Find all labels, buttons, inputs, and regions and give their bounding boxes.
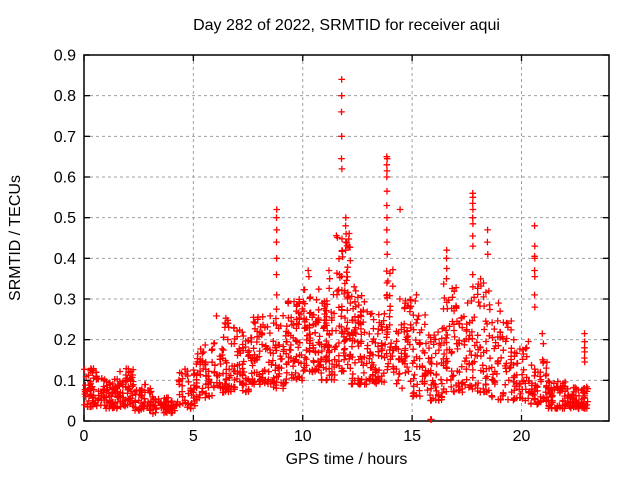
x-tick-label: 20 (513, 428, 531, 445)
y-tick-label: 0.5 (54, 210, 76, 227)
gridlines (84, 55, 609, 421)
y-tick-label: 0.2 (54, 332, 76, 349)
y-tick-labels: 0 0.1 0.2 0.3 0.4 0.5 0.6 0.7 0.8 0.9 (54, 48, 76, 431)
plot-border-rect (83, 54, 610, 422)
x-tick-label: 5 (189, 428, 198, 445)
chart-title: Day 282 of 2022, SRMTID for receiver aqu… (193, 17, 500, 34)
data-points (81, 76, 591, 423)
x-axis-label: GPS time / hours (285, 451, 408, 468)
x-tick-label: 10 (294, 428, 312, 445)
x-tick-label: 0 (80, 428, 89, 445)
y-tick-label: 0.3 (54, 292, 76, 309)
y-tick-label: 0.1 (54, 373, 76, 390)
x-tick-label: 15 (403, 428, 421, 445)
y-tick-label: 0.9 (54, 48, 76, 65)
y-tick-label: 0.6 (54, 170, 76, 187)
data-points-path (81, 76, 591, 423)
x-tick-labels: 0 5 10 15 20 (80, 428, 531, 445)
y-tick-label: 0.8 (54, 88, 76, 105)
y-tick-label: 0.7 (54, 129, 76, 146)
axis-ticks (83, 54, 609, 422)
y-tick-label: 0.4 (54, 251, 76, 268)
y-tick-label: 0 (67, 414, 76, 431)
plot-border (83, 54, 610, 422)
